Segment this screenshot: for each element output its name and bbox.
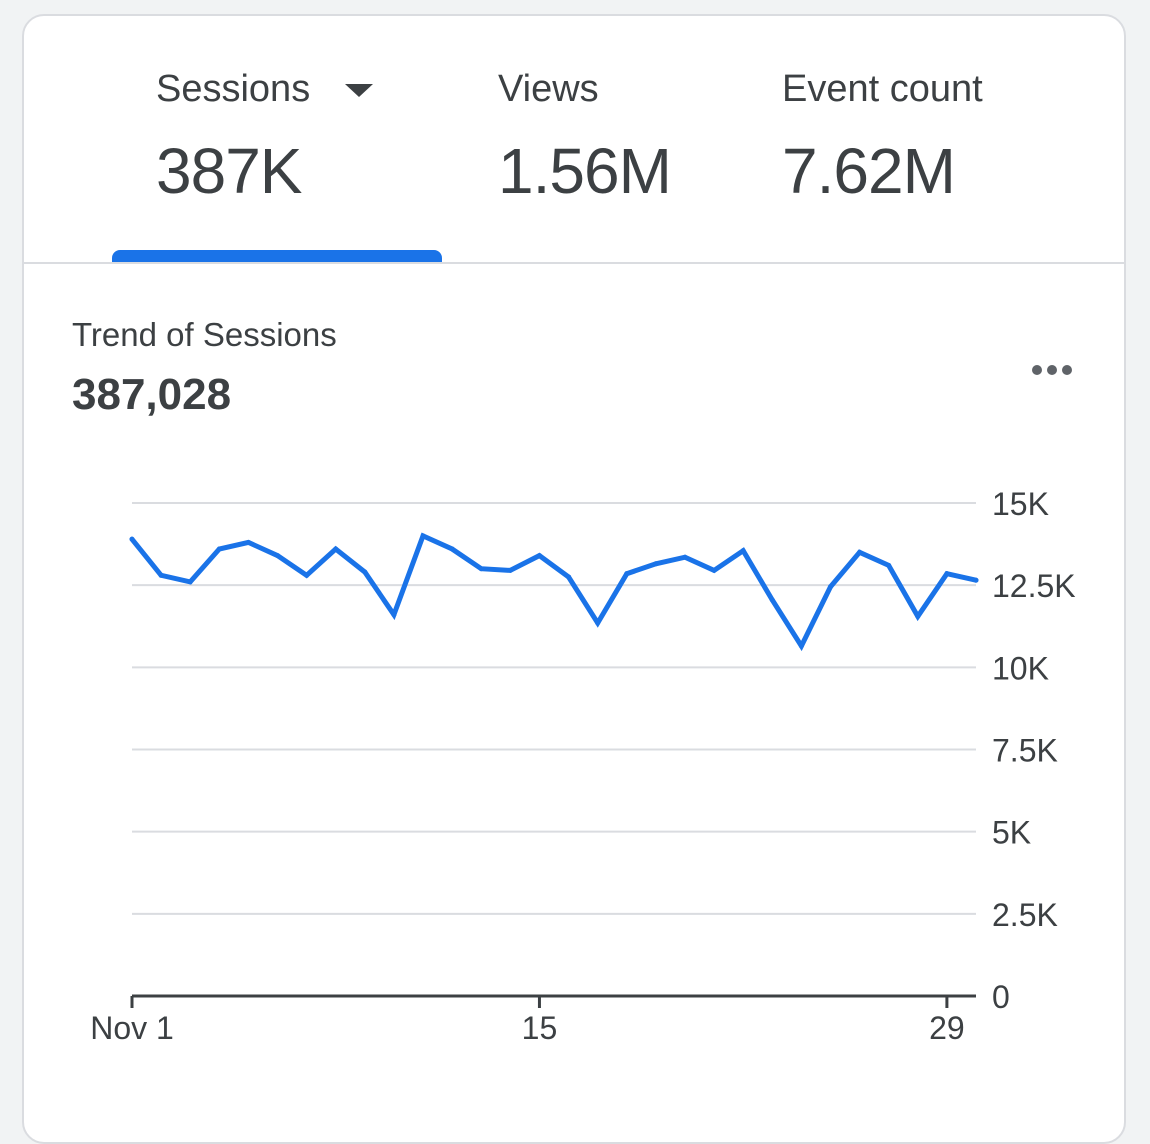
data-point [158, 572, 164, 578]
trend-total: 387,028 [72, 370, 232, 419]
data-point [827, 584, 833, 590]
data-point [187, 579, 193, 585]
metrics-card: Sessions 387K Views 1.56M Event count 7.… [22, 14, 1126, 1144]
tab-event-count-label: Event count [782, 68, 983, 110]
data-point [478, 566, 484, 572]
data-point [915, 613, 921, 619]
y-tick-label: 0 [992, 979, 1010, 1015]
data-point [886, 562, 892, 568]
data-point [973, 577, 979, 583]
x-tick-label: Nov 1 [90, 1010, 174, 1046]
tab-views-value: 1.56M [498, 135, 672, 207]
data-point [566, 574, 572, 580]
data-point [798, 643, 804, 649]
data-point [129, 536, 135, 542]
data-point [740, 548, 746, 554]
tab-views[interactable]: Views 1.56M [464, 16, 724, 262]
x-tick-label: 15 [522, 1010, 558, 1046]
data-point [245, 539, 251, 545]
tab-event-count-value: 7.62M [782, 135, 956, 207]
data-point [449, 546, 455, 552]
y-tick-label: 5K [992, 815, 1031, 851]
tab-sessions-label: Sessions [156, 68, 311, 110]
y-tick-label: 2.5K [992, 897, 1058, 933]
y-tick-label: 15K [992, 486, 1049, 522]
more-horiz-icon-dot [1047, 365, 1057, 375]
data-point [711, 567, 717, 573]
data-point [682, 554, 688, 560]
data-point [333, 546, 339, 552]
series-line [129, 532, 979, 652]
tab-sessions-value: 387K [156, 135, 302, 207]
data-point [624, 571, 630, 577]
data-point [595, 620, 601, 626]
data-point [857, 549, 863, 555]
y-tick-label: 7.5K [992, 733, 1058, 769]
tab-views-label: Views [498, 68, 599, 110]
data-point [653, 561, 659, 567]
tab-sessions[interactable]: Sessions 387K [112, 16, 442, 262]
y-tick-label: 10K [992, 650, 1049, 686]
tab-event-count[interactable]: Event count 7.62M [744, 16, 1064, 262]
data-point [507, 567, 513, 573]
data-point [275, 553, 281, 559]
data-point [536, 553, 542, 559]
data-point [420, 533, 426, 539]
y-tick-label: 12.5K [992, 568, 1076, 604]
selected-tab-indicator [112, 250, 442, 262]
more-options-button[interactable] [1020, 352, 1084, 388]
more-horiz-icon-dot [1062, 365, 1072, 375]
data-point [769, 597, 775, 603]
data-point [391, 612, 397, 618]
more-horiz-icon-dot [1032, 365, 1042, 375]
trend-title: Trend of Sessions [72, 316, 337, 353]
data-point [362, 569, 368, 575]
sessions-line-chart: 0 2.5K 5K 7.5K 10K 12.5K 15K Nov 1 15 29 [90, 486, 1076, 1046]
data-point [216, 546, 222, 552]
x-tick-label: 29 [929, 1010, 965, 1046]
dropdown-caret-icon[interactable] [345, 84, 373, 97]
data-point [944, 571, 950, 577]
metric-tabs: Sessions 387K Views 1.56M Event count 7.… [24, 16, 1124, 264]
data-point [304, 572, 310, 578]
